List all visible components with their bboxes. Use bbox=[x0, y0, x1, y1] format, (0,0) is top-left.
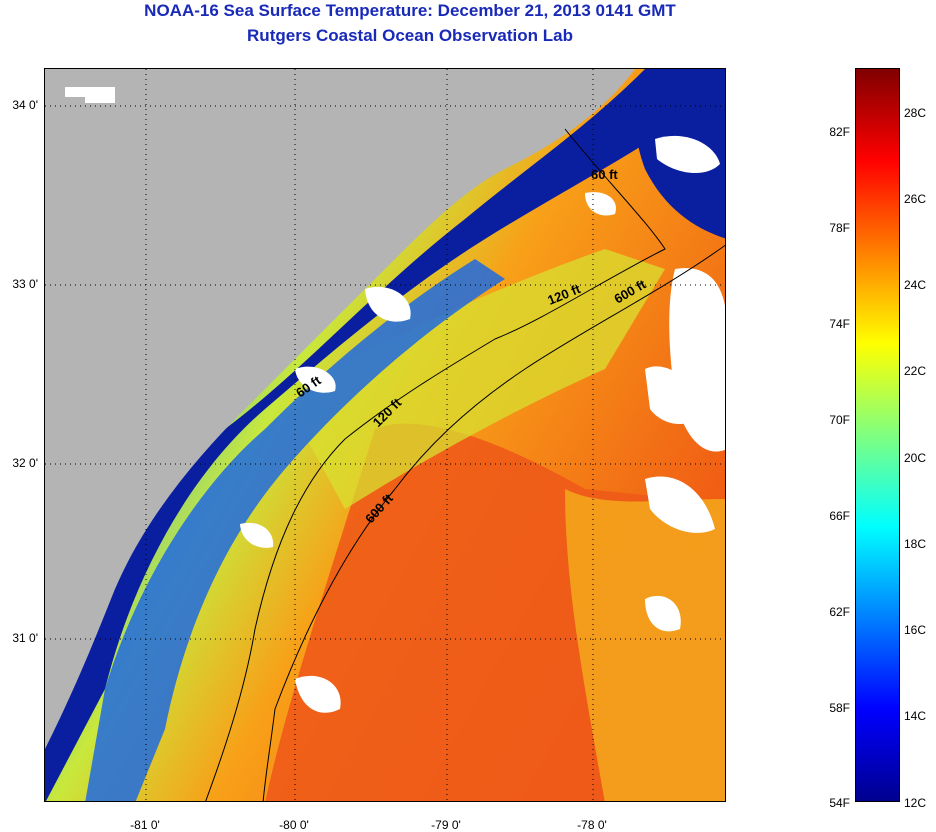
colorbar-c-label: 28C bbox=[904, 106, 927, 120]
lat-label: 31 0' bbox=[12, 631, 38, 645]
colorbar-f-label: 58F bbox=[829, 701, 850, 715]
colorbar-c-label: 22C bbox=[904, 364, 927, 378]
colorbar-c-label: 14C bbox=[904, 709, 927, 723]
temperature-colorbar bbox=[855, 68, 900, 802]
colorbar-c-label: 26C bbox=[904, 192, 927, 206]
cloud-patches bbox=[65, 87, 725, 713]
lon-label: -79 0' bbox=[431, 818, 461, 832]
contour-label: 60 ft bbox=[591, 167, 618, 182]
colorbar-c-label: 20C bbox=[904, 451, 927, 465]
mid-shelf-region bbox=[285, 249, 665, 509]
colorbar-f-label: 74F bbox=[829, 317, 850, 331]
colorbar-f-label: 66F bbox=[829, 509, 850, 523]
title-line-2: Rutgers Coastal Ocean Observation Lab bbox=[247, 26, 573, 45]
colorbar-f-label: 78F bbox=[829, 221, 850, 235]
colorbar-f-label: 82F bbox=[829, 125, 850, 139]
colorbar-c-label: 18C bbox=[904, 537, 927, 551]
colorbar-c-label: 24C bbox=[904, 278, 927, 292]
sst-map: 60 ft 120 ft 600 ft 60 ft 120 ft 600 ft bbox=[44, 68, 726, 802]
graticule bbox=[45, 69, 725, 801]
eastern-warm-region bbox=[565, 489, 725, 801]
colorbar-f-label: 62F bbox=[829, 605, 850, 619]
land-mass bbox=[45, 69, 635, 749]
lat-label: 32 0' bbox=[12, 456, 38, 470]
lat-label: 34 0' bbox=[12, 98, 38, 112]
bathymetry-contours bbox=[205, 128, 725, 801]
colorbar-f-label: 70F bbox=[829, 413, 850, 427]
lat-label: 33 0' bbox=[12, 277, 38, 291]
lon-label: -81 0' bbox=[130, 818, 160, 832]
title-line-1: NOAA-16 Sea Surface Temperature: Decembe… bbox=[144, 1, 676, 20]
lon-label: -78 0' bbox=[577, 818, 607, 832]
colorbar-f-label: 54F bbox=[829, 796, 850, 810]
cool-shelf-water bbox=[85, 259, 505, 801]
lon-label: -80 0' bbox=[279, 818, 309, 832]
colorbar-c-label: 12C bbox=[904, 796, 927, 810]
colorbar-c-label: 16C bbox=[904, 623, 927, 637]
